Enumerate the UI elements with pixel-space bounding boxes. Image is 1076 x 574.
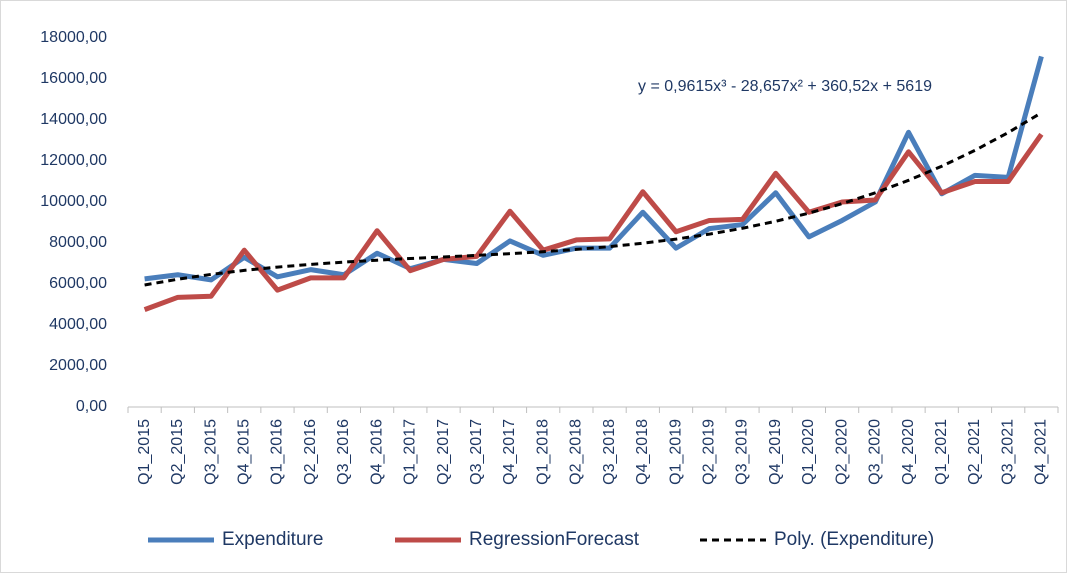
x-tick-label: Q2_2020 [833, 419, 850, 485]
y-tick-label: 12000,00 [40, 152, 107, 169]
y-tick-label: 2000,00 [49, 357, 107, 374]
x-tick-label: Q2_2015 [169, 419, 186, 485]
x-tick-label: Q1_2016 [269, 419, 286, 485]
x-tick-label: Q4_2019 [767, 419, 784, 485]
x-tick-label: Q3_2016 [335, 419, 352, 485]
trendline [144, 111, 1043, 287]
x-tick-label: Q2_2021 [966, 419, 983, 485]
legend-label: RegressionForecast [469, 529, 640, 550]
y-tick-label: 16000,00 [40, 70, 107, 87]
x-tick-label: Q1_2015 [136, 419, 153, 485]
x-tick-label: Q1_2018 [534, 419, 551, 485]
x-tick-label: Q1_2017 [402, 419, 419, 485]
x-tick-label: Q3_2019 [734, 419, 751, 485]
y-tick-label: 4000,00 [49, 316, 107, 333]
x-tick-label: Q4_2021 [1033, 419, 1050, 485]
line-series [143, 132, 1044, 312]
x-tick-label: Q1_2019 [667, 419, 684, 485]
x-tick-label: Q1_2020 [800, 419, 817, 485]
x-tick-label: Q2_2019 [700, 419, 717, 485]
x-tick-label: Q4_2018 [634, 419, 651, 485]
legend-label: Expenditure [222, 529, 323, 550]
y-tick-label: 0,00 [76, 398, 107, 415]
x-tick-label: Q2_2018 [568, 419, 585, 485]
x-tick-label: Q3_2017 [468, 419, 485, 485]
x-tick-label: Q4_2020 [900, 419, 917, 485]
x-tick-label: Q2_2017 [435, 419, 452, 485]
legend-label: Poly. (Expenditure) [774, 529, 934, 550]
y-tick-label: 14000,00 [40, 111, 107, 128]
x-tick-label: Q3_2020 [867, 419, 884, 485]
x-tick-label: Q4_2016 [368, 419, 385, 485]
x-tick-label: Q3_2021 [999, 419, 1016, 485]
trendline-equation: y = 0,9615x³ - 28,657x² + 360,52x + 5619 [638, 78, 932, 95]
x-tick-label: Q4_2015 [235, 419, 252, 485]
x-tick-label: Q3_2015 [202, 419, 219, 485]
x-tick-label: Q1_2021 [933, 419, 950, 485]
y-tick-label: 10000,00 [40, 193, 107, 210]
x-tick-label: Q3_2018 [601, 419, 618, 485]
x-tick-label: Q2_2016 [302, 419, 319, 485]
y-tick-label: 8000,00 [49, 234, 107, 251]
x-tick-label: Q4_2017 [501, 419, 518, 485]
y-tick-label: 6000,00 [49, 275, 107, 292]
y-tick-label: 18000,00 [40, 29, 107, 46]
